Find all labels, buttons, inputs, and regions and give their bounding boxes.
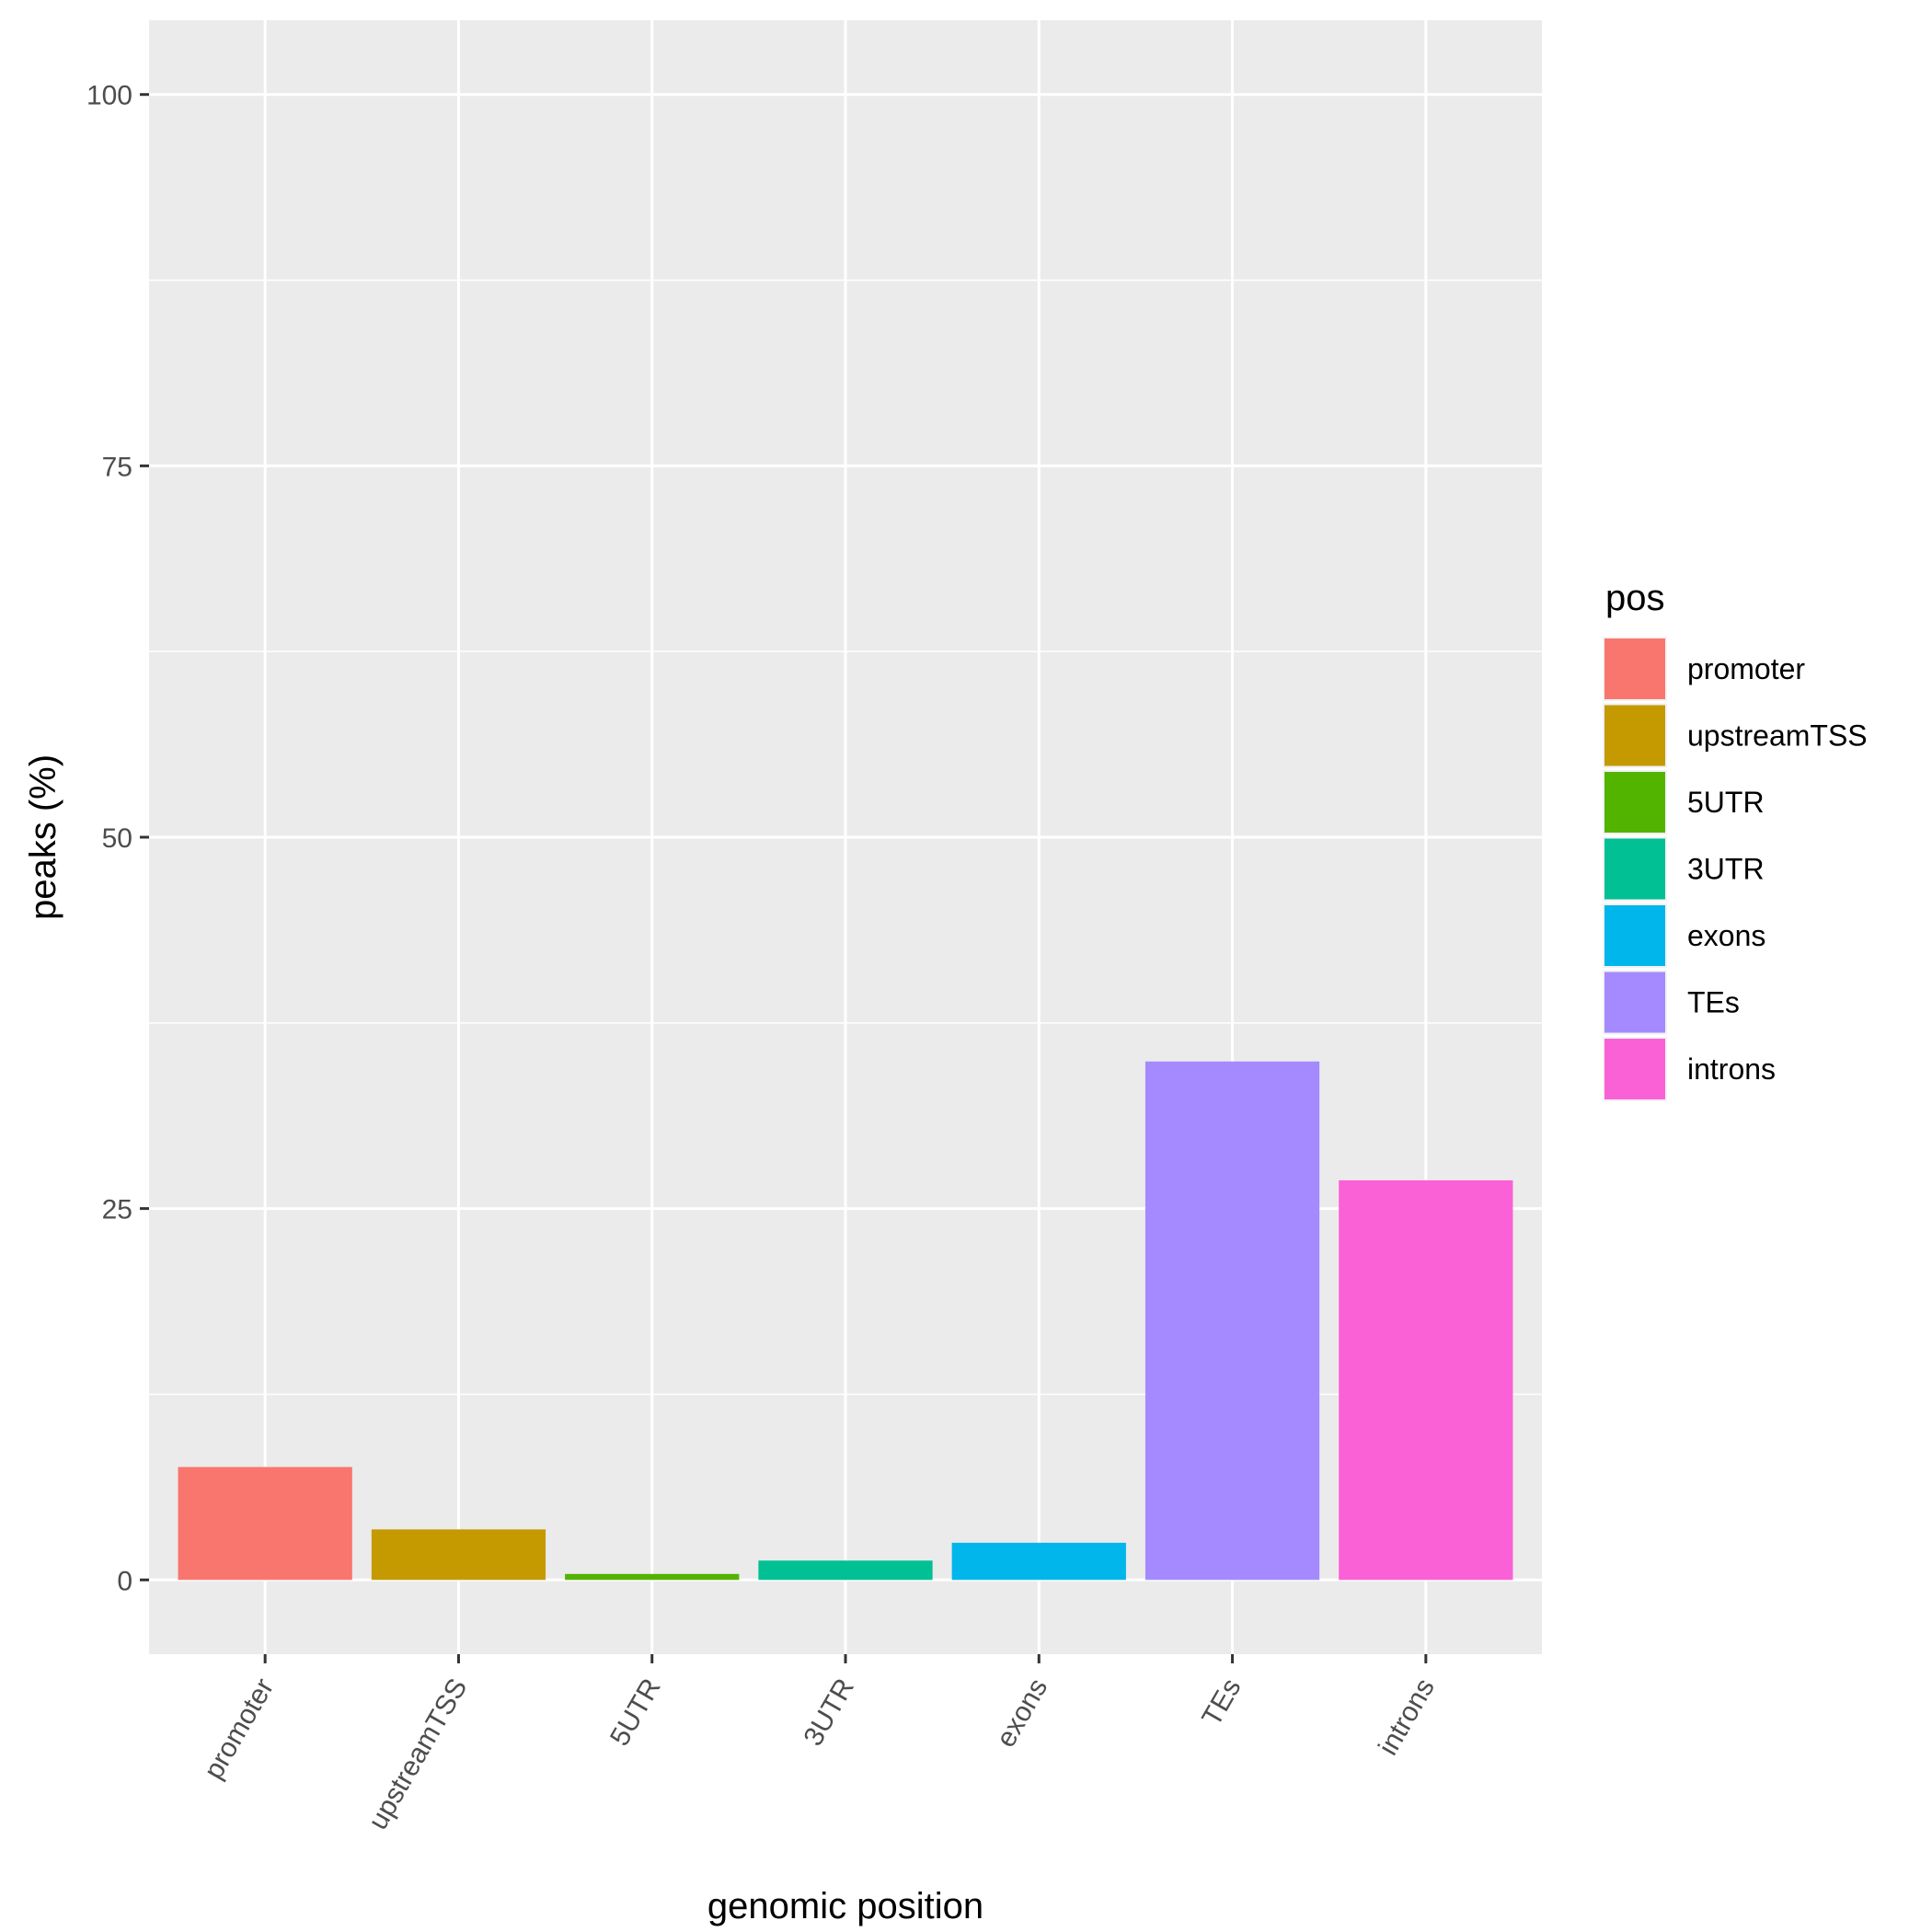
legend-key-upstreamTSS	[1604, 705, 1665, 766]
y-tick-label: 25	[102, 1195, 132, 1225]
legend-label: upstreamTSS	[1687, 719, 1868, 753]
x-tick-label: promoter	[199, 1673, 281, 1784]
legend-label: 3UTR	[1687, 853, 1765, 886]
x-axis-title: genomic position	[707, 1886, 983, 1926]
bar-5UTR	[565, 1573, 740, 1581]
y-axis-title: peaks (%)	[23, 754, 63, 920]
bars	[178, 1061, 1513, 1581]
bar-exons	[951, 1542, 1126, 1581]
x-tick-label: upstreamTSS	[362, 1673, 473, 1834]
legend-key-introns	[1604, 1039, 1665, 1099]
legend-label: 5UTR	[1687, 786, 1765, 819]
x-tick-label: 5UTR	[604, 1673, 667, 1751]
legend-key-TEs	[1604, 972, 1665, 1033]
bar-TEs	[1144, 1061, 1320, 1581]
legend-key-exons	[1604, 905, 1665, 966]
major-gridlines	[149, 20, 1542, 1654]
x-axis: promoter upstreamTSS 5UTR 3UTR exons TEs intro…	[199, 1654, 1441, 1834]
bar-upstreamTSS	[371, 1529, 546, 1581]
legend-label: promoter	[1687, 652, 1805, 685]
y-axis: 0 25 50 75 100	[86, 81, 149, 1596]
legend-label: exons	[1687, 919, 1765, 952]
y-tick-label: 50	[102, 823, 132, 854]
x-tick-label: 3UTR	[798, 1673, 860, 1751]
legend-key-3UTR	[1604, 838, 1665, 900]
legend-key-5UTR	[1604, 772, 1665, 833]
legend-title: pos	[1605, 578, 1665, 618]
legend-label: introns	[1687, 1052, 1776, 1086]
legend: pos promoter upstreamTSS 5UTR 3UTR exons TEs i…	[1603, 578, 1868, 1101]
x-tick-label: exons	[991, 1673, 1054, 1753]
legend-label: TEs	[1687, 986, 1740, 1019]
bar-introns	[1339, 1179, 1513, 1581]
y-tick-label: 0	[117, 1566, 132, 1596]
x-tick-label: introns	[1373, 1673, 1441, 1760]
bar-promoter	[178, 1466, 352, 1581]
y-tick-label: 100	[86, 81, 132, 111]
x-tick-label: TEs	[1196, 1673, 1247, 1731]
bar-3UTR	[758, 1560, 933, 1581]
y-tick-label: 75	[102, 452, 132, 482]
legend-key-promoter	[1604, 638, 1665, 699]
